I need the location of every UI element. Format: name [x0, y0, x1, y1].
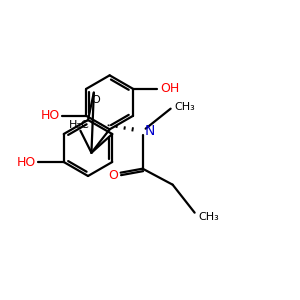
- Text: HO: HO: [17, 155, 36, 169]
- Text: H₃C: H₃C: [68, 120, 89, 130]
- Text: HO: HO: [40, 109, 60, 122]
- Text: CH₃: CH₃: [198, 212, 219, 222]
- Text: O: O: [92, 94, 100, 105]
- Text: O: O: [109, 169, 118, 182]
- Text: CH₃: CH₃: [174, 102, 195, 112]
- Text: OH: OH: [160, 82, 180, 95]
- Text: N: N: [145, 124, 155, 138]
